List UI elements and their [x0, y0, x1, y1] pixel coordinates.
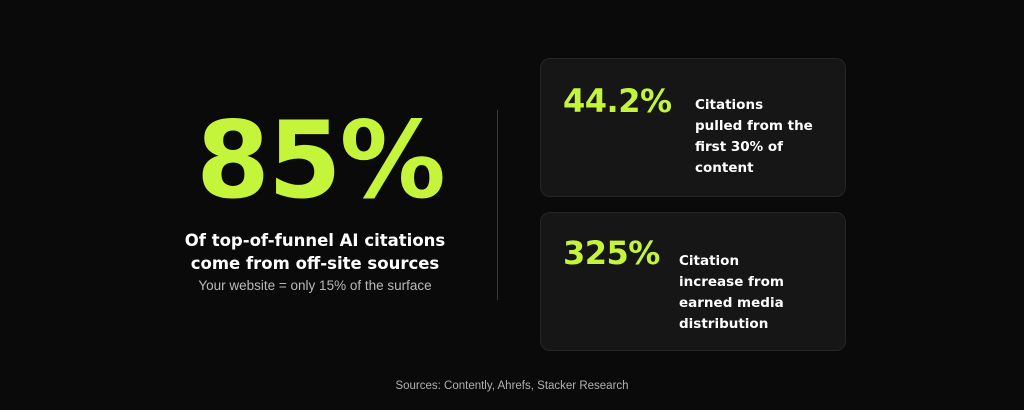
vertical-divider — [497, 110, 498, 300]
hero-headline: Of top-of-funnel AI citations come from … — [150, 229, 480, 275]
hero-stat: 85% — [196, 99, 446, 222]
hero-headline-line-1: Of top-of-funnel AI citations — [184, 231, 446, 250]
sources-footer: Sources: Contently, Ahrefs, Stacker Rese… — [395, 380, 629, 392]
stat-card-first-30-percent: 44.2% Citations pulled from the first 30… — [540, 58, 846, 197]
hero-subtext: Your website = only 15% of the surface — [198, 278, 432, 293]
card-description: Citations pulled from the first 30% of c… — [695, 97, 813, 176]
stat-card-earned-media: 325% Citation increase from earned media… — [540, 212, 846, 351]
card-stat: 44.2% — [563, 82, 672, 120]
card-stat: 325% — [563, 234, 660, 272]
hero-headline-line-2: come from off-site sources — [190, 254, 440, 273]
card-description: Citation increase from earned media dist… — [679, 253, 784, 332]
hero-section: 85% Of top-of-funnel AI citations come f… — [150, 108, 480, 295]
